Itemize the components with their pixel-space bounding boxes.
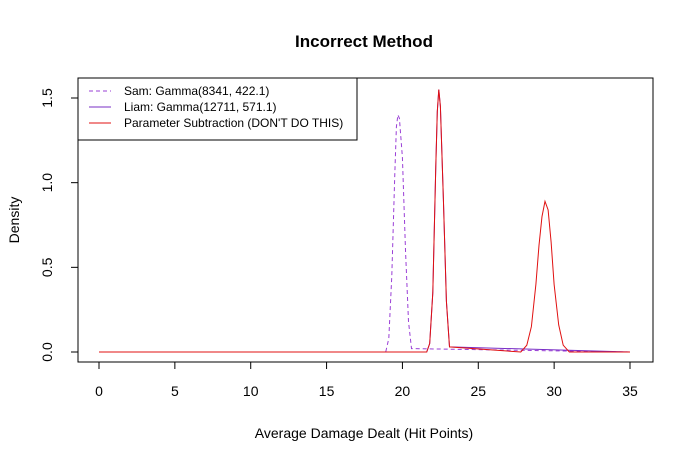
y-tick-label: 0.5 bbox=[39, 257, 55, 277]
chart-title: Incorrect Method bbox=[295, 32, 433, 51]
x-tick-label: 35 bbox=[622, 383, 638, 399]
series-line-1 bbox=[99, 113, 631, 353]
legend-label-2: Liam: Gamma(12711, 571.1) bbox=[124, 100, 277, 114]
x-tick-label: 10 bbox=[243, 383, 259, 399]
series-line-3 bbox=[99, 89, 630, 353]
legend-label-1: Sam: Gamma(8341, 422.1) bbox=[124, 84, 269, 98]
y-axis-label: Density bbox=[6, 197, 22, 244]
x-axis: 0 5 10 15 20 25 30 35 bbox=[95, 361, 638, 399]
y-tick-label: 1.0 bbox=[39, 173, 55, 193]
series-layer bbox=[99, 89, 631, 353]
legend-box bbox=[77, 77, 358, 141]
x-tick-label: 20 bbox=[395, 383, 411, 399]
y-tick-label: 1.5 bbox=[39, 88, 55, 108]
y-tick-label: 0.0 bbox=[39, 342, 55, 362]
legend-label-3: Parameter Subtraction (DON'T DO THIS) bbox=[124, 116, 343, 130]
x-tick-label: 5 bbox=[171, 383, 179, 399]
legend: Sam: Gamma(8341, 422.1) Liam: Gamma(12711… bbox=[77, 77, 358, 141]
x-tick-label: 0 bbox=[95, 383, 103, 399]
x-axis-label: Average Damage Dealt (Hit Points) bbox=[255, 425, 473, 441]
x-tick-label: 15 bbox=[319, 383, 335, 399]
x-tick-label: 25 bbox=[470, 383, 486, 399]
x-tick-label: 30 bbox=[546, 383, 562, 399]
y-axis: 0.0 0.5 1.0 1.5 bbox=[39, 88, 79, 362]
